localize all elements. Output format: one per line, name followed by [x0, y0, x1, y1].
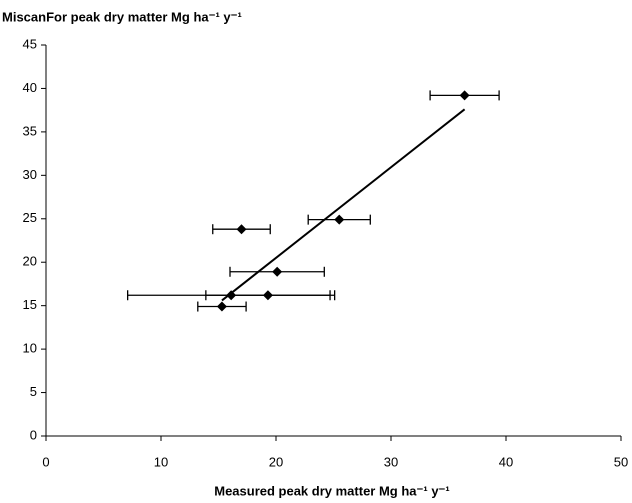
marker — [262, 290, 273, 301]
y-tick-label: 0 — [30, 427, 37, 442]
y-tick-label: 30 — [23, 167, 37, 182]
x-tick-label: 20 — [269, 454, 283, 469]
chart-title: MiscanFor peak dry matter Mg ha⁻¹ y⁻¹ — [2, 9, 242, 24]
x-tick-label: 40 — [499, 454, 513, 469]
marker — [459, 90, 470, 101]
y-tick-label: 40 — [23, 80, 37, 95]
x-tick-label: 50 — [614, 454, 628, 469]
marker — [272, 266, 283, 277]
trend-line — [221, 108, 466, 302]
y-tick-label: 10 — [23, 341, 37, 356]
x-tick-label: 30 — [384, 454, 398, 469]
y-tick-label: 25 — [23, 210, 37, 225]
marker — [236, 224, 247, 235]
y-tick-label: 45 — [23, 36, 37, 51]
y-tick-label: 35 — [23, 123, 37, 138]
x-tick-label: 0 — [42, 454, 49, 469]
marker — [216, 301, 227, 312]
marker — [226, 290, 237, 301]
x-tick-label: 10 — [154, 454, 168, 469]
y-tick-label: 15 — [23, 297, 37, 312]
x-axis-label: Measured peak dry matter Mg ha⁻¹ y⁻¹ — [214, 483, 450, 498]
marker — [334, 214, 345, 225]
y-tick-label: 20 — [23, 254, 37, 269]
y-tick-label: 5 — [30, 384, 37, 399]
